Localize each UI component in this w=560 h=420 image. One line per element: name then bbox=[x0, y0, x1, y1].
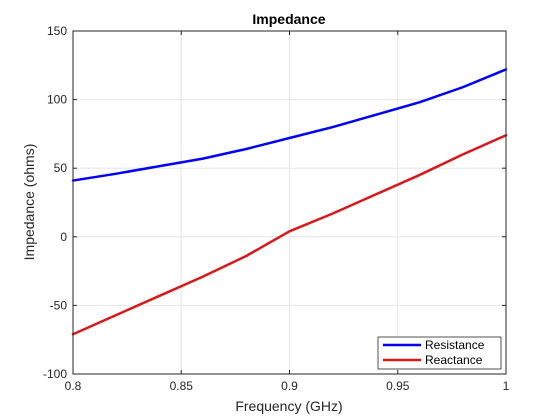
y-tick-label: 100 bbox=[47, 93, 67, 107]
y-axis-label: Impedance (ohms) bbox=[21, 144, 37, 261]
series-line-resistance bbox=[71, 68, 508, 182]
legend-box bbox=[377, 336, 502, 370]
legend[interactable]: Resistance Reactance bbox=[377, 336, 502, 370]
chart-title: Impedance bbox=[252, 11, 325, 27]
ticks bbox=[72, 30, 507, 375]
legend-label-resistance: Resistance bbox=[425, 338, 485, 352]
x-tick-label: 0.8 bbox=[65, 379, 82, 393]
legend-label-reactance: Reactance bbox=[425, 353, 483, 367]
x-tick-label: 1 bbox=[503, 379, 510, 393]
y-tick-label: 0 bbox=[60, 230, 67, 244]
series-line-reactance bbox=[71, 134, 508, 336]
x-tick-label: 0.95 bbox=[386, 379, 410, 393]
y-tick-label: 50 bbox=[54, 161, 68, 175]
x-tick-label: 0.9 bbox=[281, 379, 298, 393]
y-tick-label: -50 bbox=[50, 298, 68, 312]
x-tick-label: 0.85 bbox=[170, 379, 194, 393]
y-tick-label: -100 bbox=[43, 367, 67, 381]
x-axis-label: Frequency (GHz) bbox=[235, 398, 342, 414]
y-tick-label: 150 bbox=[47, 24, 67, 38]
tick-labels: 0.8 0.85 0.9 0.95 1 -100 -50 0 50 100 150 bbox=[43, 24, 510, 393]
series-group bbox=[71, 68, 508, 336]
